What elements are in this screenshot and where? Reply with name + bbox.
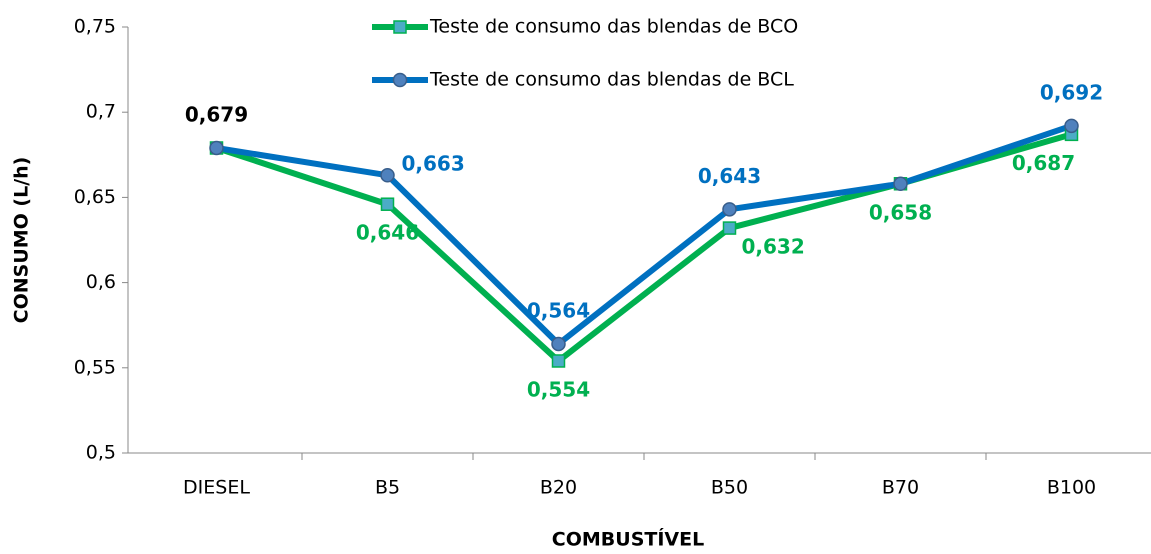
marker — [380, 197, 395, 211]
x-tick-label: B5 — [375, 477, 400, 499]
y-tick-label: 0,7 — [86, 101, 116, 123]
marker — [893, 176, 908, 192]
marker — [1064, 118, 1079, 134]
value-label: 0,632 — [742, 235, 805, 259]
marker — [722, 202, 737, 217]
x-axis-title: COMBUSTÍVEL — [552, 528, 704, 551]
legend-label: Teste de consumo das blendas de BCO — [429, 16, 798, 38]
marker — [551, 336, 566, 352]
x-tick-label: B50 — [711, 477, 748, 499]
y-tick-label: 0,5 — [86, 442, 116, 464]
legend: Teste de consumo das blendas de BCO Teste… — [372, 16, 798, 91]
value-label: 0,646 — [356, 221, 419, 245]
y-axis-title: CONSUMO (L/h) — [11, 157, 33, 324]
y-tick-label: 0,75 — [74, 16, 116, 38]
marker — [722, 221, 737, 235]
value-label: 0,643 — [698, 164, 761, 188]
marker — [551, 354, 566, 368]
x-tick-label: B100 — [1047, 477, 1096, 499]
y-tick-label: 0,55 — [74, 356, 116, 378]
marker — [380, 167, 395, 183]
value-label: 0,687 — [1012, 151, 1075, 175]
x-tick-label: DIESEL — [183, 477, 250, 499]
y-tick-label: 0,65 — [74, 186, 116, 208]
x-tick-label: B70 — [882, 477, 919, 499]
marker — [209, 140, 224, 156]
marker — [392, 72, 408, 88]
value-label: 0,658 — [869, 200, 932, 224]
legend-label: Teste de consumo das blendas de BCL — [429, 69, 794, 91]
value-label: 0,692 — [1040, 80, 1103, 104]
value-label: 0,564 — [527, 298, 590, 322]
value-label: 0,554 — [527, 377, 590, 401]
y-tick-label: 0,6 — [86, 271, 116, 293]
value-label: 0,679 — [185, 102, 248, 126]
marker — [393, 20, 407, 34]
series-line — [216, 122, 1073, 347]
x-tick-label: B20 — [540, 477, 577, 499]
value-label: 0,663 — [402, 152, 465, 176]
